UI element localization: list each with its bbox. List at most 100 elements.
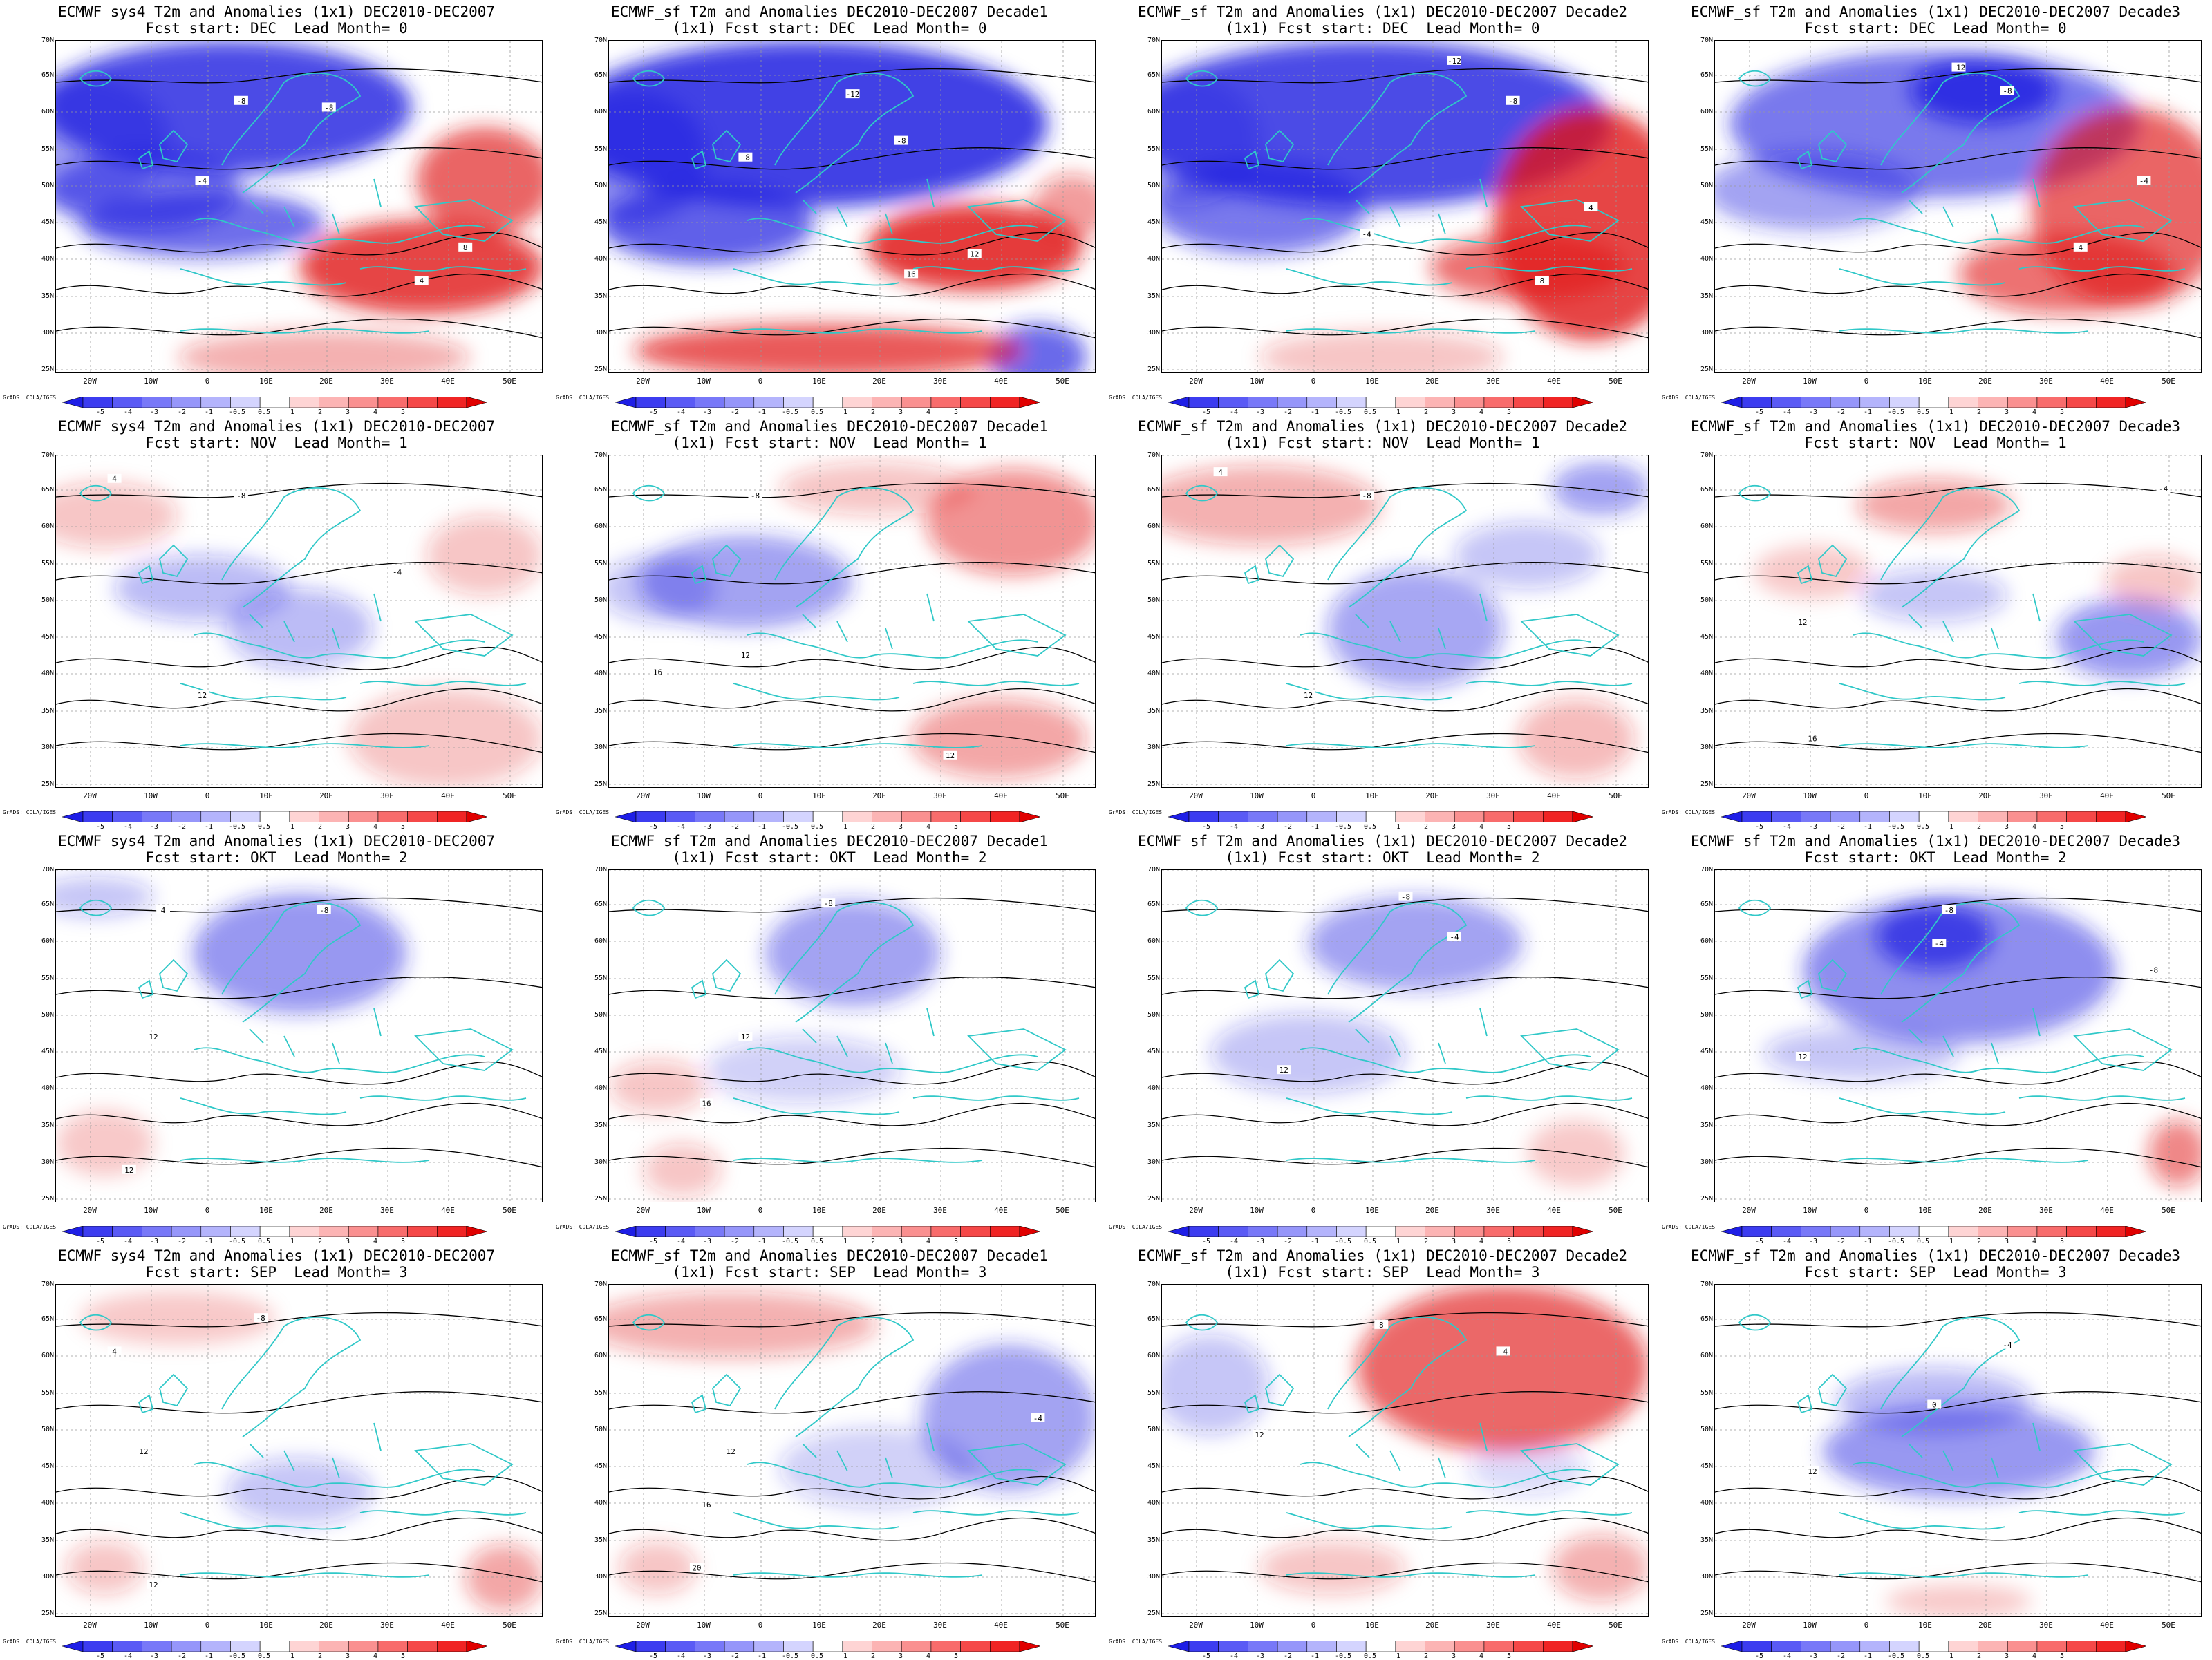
- longitude-label: 10W: [697, 1206, 711, 1215]
- latitude-label: 60N: [594, 937, 607, 945]
- colorbar-segment: [1918, 811, 1949, 823]
- contour-label: -4: [2003, 1341, 2012, 1350]
- longitude-label: 10E: [259, 1206, 273, 1215]
- colorbar-segment: [407, 811, 438, 823]
- anomaly-map: -4 12 8: [1162, 1285, 1648, 1616]
- colorbar-segment: [1277, 1640, 1308, 1652]
- longitude-label: 0: [758, 1621, 763, 1630]
- colorbar-segment: [1248, 811, 1278, 823]
- grads-credit: GrADS: COLA/IGES: [3, 1224, 57, 1230]
- colorbar-segment: [1741, 1225, 1772, 1238]
- colorbar-segment: [289, 1640, 319, 1652]
- colorbar-segment: [1859, 811, 1890, 823]
- longitude-label: 30E: [380, 1621, 394, 1630]
- cold-anomaly-region: [1162, 74, 1259, 207]
- latitude-label: 65N: [594, 900, 607, 908]
- colorbar-segment: [259, 1225, 290, 1238]
- colorbar-segment: [635, 1640, 666, 1652]
- cold-anomaly-region: [192, 893, 407, 1014]
- colorbar-label: -2: [1836, 1238, 1846, 1245]
- panel-title: ECMWF_sf T2m and Anomalies DEC2010-DEC20…: [610, 1247, 1049, 1264]
- colorbar-label: -1: [1863, 823, 1873, 831]
- coastlines: [1738, 484, 2186, 748]
- colorbar-label: 4: [1479, 823, 1484, 831]
- colorbar-label: 0.5: [1363, 1652, 1377, 1660]
- colorbar-label: 3: [898, 823, 903, 831]
- colorbar-label: -0.5: [228, 408, 246, 416]
- colorbar-label: -4: [676, 408, 686, 416]
- colorbar-segment: [1889, 396, 1920, 408]
- colorbar-label: -1: [1310, 823, 1320, 831]
- longitude-label: 20E: [1425, 377, 1439, 386]
- contour-label: 16: [906, 270, 915, 279]
- colorbar-segment: [230, 396, 261, 408]
- latitude-label: 55N: [41, 1389, 54, 1397]
- colorbar-segment: [930, 1225, 961, 1238]
- contour-label: 16: [702, 1099, 711, 1108]
- map-panel: ECMWF_sf T2m and Anomalies (1x1) DEC2010…: [1659, 0, 2212, 416]
- cold-anomaly-region: [1910, 57, 2056, 124]
- colorbar-segment: [990, 1640, 1020, 1652]
- colorbar-segment: [1425, 1640, 1455, 1652]
- longitude-label: 50E: [1609, 791, 1622, 800]
- cold-anomaly-region: [1861, 568, 2007, 622]
- colorbar-label: 0.5: [257, 1238, 271, 1245]
- colorbar-label: -1: [757, 823, 767, 831]
- colorbar-segment: [812, 811, 843, 823]
- latitude-label: 30N: [1147, 744, 1160, 751]
- latitude-label: 50N: [1147, 182, 1160, 189]
- colorbar-segment: [1425, 1225, 1455, 1238]
- grads-credit: GrADS: COLA/IGES: [556, 1224, 610, 1230]
- latitude-label: 30N: [1700, 1158, 1713, 1166]
- longitude-label: 10W: [1250, 377, 1264, 386]
- latitude-label: 30N: [1147, 1158, 1160, 1166]
- colorbar-label: -2: [177, 823, 187, 831]
- contour-label-box: [1398, 892, 1413, 901]
- colorbar-label: 4: [2032, 823, 2037, 831]
- map-panel: ECMWF_sf T2m and Anomalies (1x1) DEC2010…: [1659, 415, 2212, 831]
- colorbar-label: 0.5: [257, 1652, 271, 1660]
- coastlines: [632, 899, 1080, 1163]
- colorbar-segment: [2096, 396, 2126, 408]
- contour-label-box: [2073, 242, 2088, 252]
- contour-label: 12: [970, 249, 979, 258]
- colorbar-segment: [1395, 1640, 1425, 1652]
- anomaly-map: 4 -8 12 12: [56, 1285, 542, 1616]
- grads-credit: GrADS: COLA/IGES: [3, 1639, 57, 1645]
- latitude-label: 40N: [1147, 1084, 1160, 1092]
- colorbar-label: 1: [1949, 823, 1954, 831]
- longitude-label: 20E: [1425, 1206, 1439, 1215]
- contour-label: -12: [1447, 57, 1461, 66]
- latitude-label: 35N: [1700, 292, 1713, 300]
- contour-label: 0: [1932, 1401, 1937, 1410]
- anomaly-map: -8 -8 -4 4 8: [56, 41, 542, 372]
- longitude-label: 0: [205, 377, 210, 386]
- contour-label-box: [195, 176, 209, 185]
- colorbar-label: -1: [1310, 1238, 1320, 1245]
- latitude-label: 25N: [594, 366, 607, 373]
- colorbar-segment: [2036, 1640, 2067, 1652]
- colorbar-segment: [1889, 811, 1920, 823]
- colorbar-label: 0.5: [1916, 1238, 1930, 1245]
- colorbar-label: 3: [2004, 1652, 2009, 1660]
- colorbar-segment: [2007, 1640, 2038, 1652]
- colorbar-label: 1: [1949, 1652, 1954, 1660]
- cold-anomaly-region: [1875, 903, 1993, 970]
- longitude-label: 20E: [319, 791, 333, 800]
- latitude-label: 40N: [1147, 255, 1160, 263]
- longitude-label: 20E: [1978, 1206, 1992, 1215]
- anomaly-map: -8 12 16 12: [609, 455, 1095, 787]
- latitude-label: 60N: [594, 1352, 607, 1359]
- colorbar-segment: [635, 1225, 666, 1238]
- colorbar-label: -2: [177, 408, 187, 416]
- latitude-label: 35N: [594, 1536, 607, 1544]
- colorbar-label: -5: [648, 1652, 658, 1660]
- warm-anomaly-region: [911, 698, 1087, 779]
- latitude-label: 30N: [1147, 329, 1160, 337]
- colorbar-segment: [230, 1225, 261, 1238]
- longitude-label: 10W: [144, 377, 158, 386]
- colorbar-segment: [872, 1225, 902, 1238]
- contour-label-box: [390, 567, 404, 576]
- contour-label-box: [904, 269, 919, 279]
- colorbar-segment: [1543, 811, 1573, 823]
